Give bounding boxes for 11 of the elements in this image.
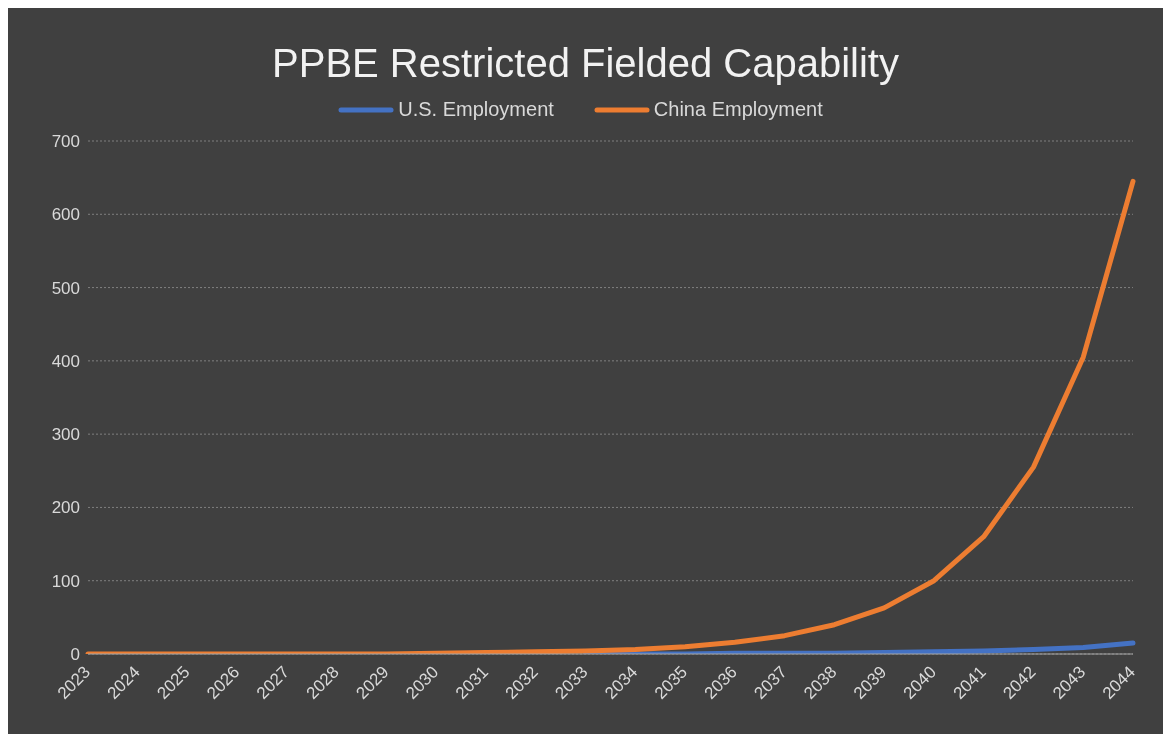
y-tick-label: 600	[51, 205, 80, 225]
y-tick-label: 0	[70, 645, 80, 665]
y-tick-label: 300	[51, 425, 80, 445]
y-tick-label: 700	[51, 132, 80, 152]
y-tick-label: 200	[51, 498, 80, 518]
legend-label: U.S. Employment	[398, 98, 554, 121]
chart-title: PPBE Restricted Fielded Capability	[272, 41, 899, 85]
y-tick-label: 100	[51, 571, 80, 591]
y-tick-label: 400	[51, 351, 80, 371]
y-tick-label: 500	[51, 278, 80, 298]
legend-label: China Employment	[653, 98, 823, 121]
